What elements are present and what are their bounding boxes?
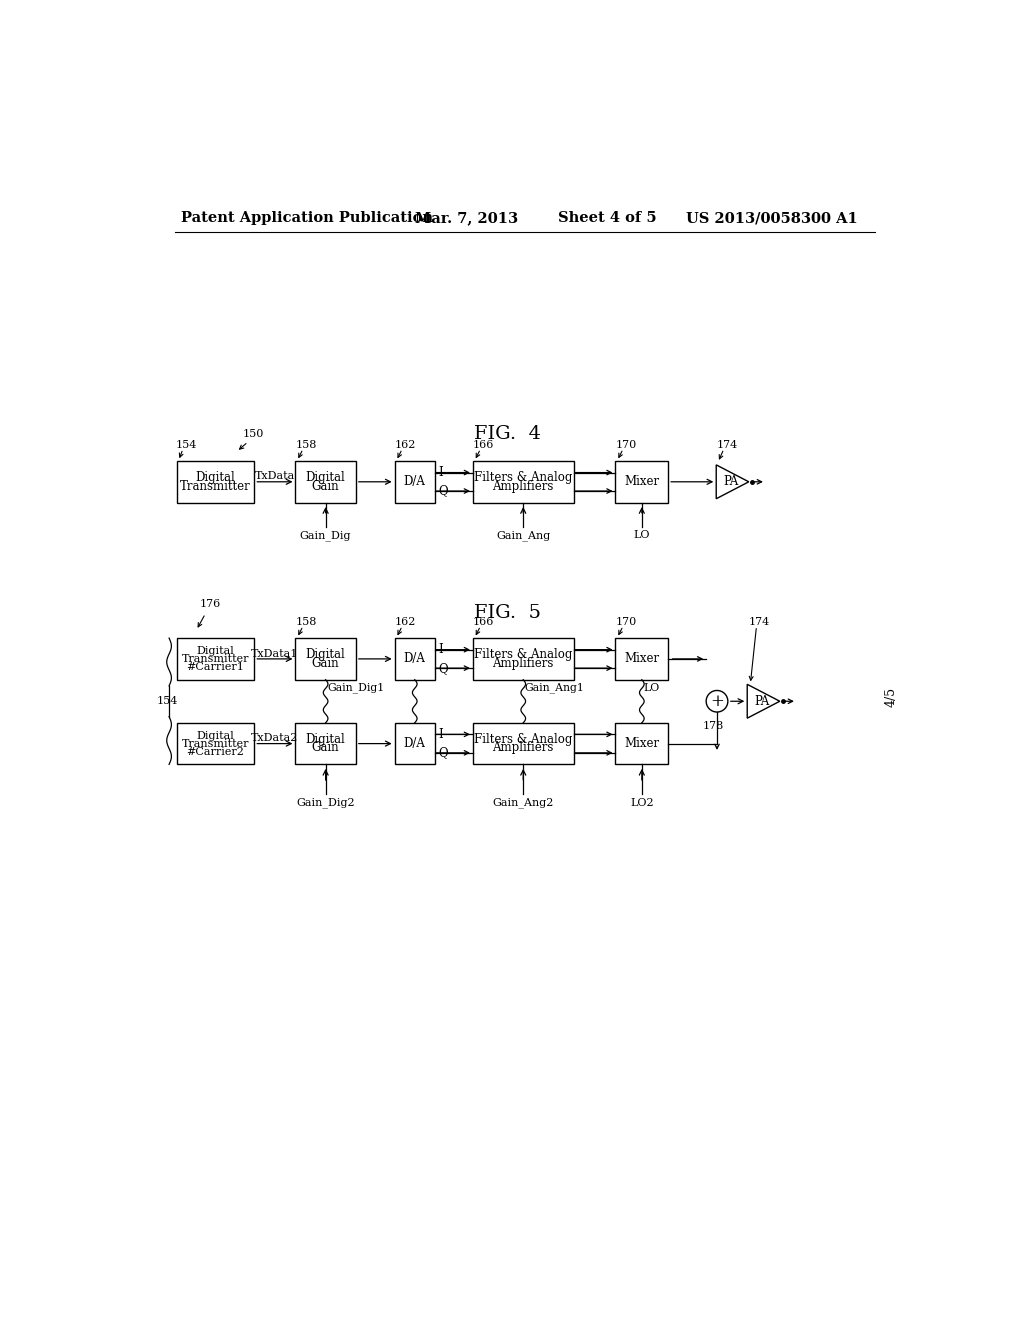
Text: Transmitter: Transmitter (182, 739, 249, 748)
Bar (615, 723, 669, 764)
Text: 174: 174 (716, 441, 737, 450)
Text: Amplifiers: Amplifiers (493, 742, 554, 754)
Text: #Carrier2: #Carrier2 (186, 747, 245, 756)
Text: I: I (438, 727, 442, 741)
Bar (473, 461, 573, 503)
Text: TxData1: TxData1 (251, 648, 299, 659)
Text: +: + (710, 693, 724, 710)
Bar (295, 723, 356, 764)
Text: US 2013/0058300 A1: US 2013/0058300 A1 (686, 211, 858, 226)
Text: Filters & Analog: Filters & Analog (474, 471, 572, 484)
Text: Transmitter: Transmitter (182, 653, 249, 664)
Text: #Carrier1: #Carrier1 (186, 663, 245, 672)
Bar (295, 461, 356, 503)
Text: I: I (438, 643, 442, 656)
Text: Gain_Dig1: Gain_Dig1 (328, 682, 384, 693)
Text: 176: 176 (200, 599, 220, 609)
Bar (473, 638, 573, 680)
Text: Digital: Digital (306, 471, 345, 484)
Text: Filters & Analog: Filters & Analog (474, 648, 572, 661)
Text: 166: 166 (473, 618, 495, 627)
Text: FIG.  4: FIG. 4 (474, 425, 542, 444)
Text: Mixer: Mixer (625, 475, 659, 488)
Text: 174: 174 (749, 618, 770, 627)
Text: Gain: Gain (312, 656, 339, 669)
Bar (394, 638, 435, 680)
Text: Gain_Ang: Gain_Ang (496, 531, 550, 541)
Bar (615, 638, 669, 680)
Text: Digital: Digital (197, 645, 234, 656)
Text: 150: 150 (243, 429, 264, 440)
Text: Mixer: Mixer (625, 737, 659, 750)
Text: Gain_Ang1: Gain_Ang1 (524, 682, 585, 693)
Bar (394, 723, 435, 764)
Text: Digital: Digital (306, 648, 345, 661)
Text: Gain_Dig: Gain_Dig (300, 531, 351, 541)
Text: Q: Q (438, 661, 447, 675)
Text: D/A: D/A (403, 475, 426, 488)
Text: FIG.  5: FIG. 5 (474, 603, 542, 622)
Text: PA: PA (755, 694, 770, 708)
Text: Transmitter: Transmitter (180, 479, 251, 492)
Text: D/A: D/A (403, 737, 426, 750)
Text: Gain: Gain (312, 742, 339, 754)
Text: LO2: LO2 (630, 797, 653, 808)
Bar (177, 723, 254, 764)
Text: 170: 170 (615, 441, 637, 450)
Text: TxData: TxData (255, 471, 295, 482)
Text: D/A: D/A (403, 652, 426, 665)
Bar (473, 723, 573, 764)
Text: PA: PA (723, 475, 738, 488)
Text: 162: 162 (394, 441, 416, 450)
Text: Q: Q (438, 484, 447, 498)
Text: TxData2: TxData2 (251, 733, 299, 743)
Text: Q: Q (438, 746, 447, 759)
Text: Digital: Digital (306, 733, 345, 746)
Text: Sheet 4 of 5: Sheet 4 of 5 (558, 211, 656, 226)
Text: 4/5: 4/5 (885, 688, 898, 708)
Text: Amplifiers: Amplifiers (493, 656, 554, 669)
Bar (394, 461, 435, 503)
Text: I: I (438, 466, 442, 479)
Text: LO: LO (643, 682, 659, 693)
Text: 154: 154 (157, 696, 178, 706)
Text: Mixer: Mixer (625, 652, 659, 665)
Text: Filters & Analog: Filters & Analog (474, 733, 572, 746)
Bar (615, 461, 669, 503)
Text: 166: 166 (473, 441, 495, 450)
Text: 158: 158 (295, 618, 316, 627)
Bar (295, 638, 356, 680)
Text: Mar. 7, 2013: Mar. 7, 2013 (415, 211, 528, 226)
Text: 178: 178 (703, 721, 724, 731)
Text: Digital: Digital (196, 471, 236, 484)
Text: Gain_Ang2: Gain_Ang2 (493, 797, 554, 808)
Text: Patent Application Publication: Patent Application Publication (180, 211, 433, 226)
Bar (177, 461, 254, 503)
Text: Gain_Dig2: Gain_Dig2 (296, 797, 355, 808)
Bar (177, 638, 254, 680)
Text: 154: 154 (175, 441, 197, 450)
Text: 158: 158 (295, 441, 316, 450)
Text: LO: LO (634, 531, 650, 540)
Text: Amplifiers: Amplifiers (493, 479, 554, 492)
Text: Gain: Gain (312, 479, 339, 492)
Text: 170: 170 (615, 618, 637, 627)
Text: 162: 162 (394, 618, 416, 627)
Text: Digital: Digital (197, 730, 234, 741)
